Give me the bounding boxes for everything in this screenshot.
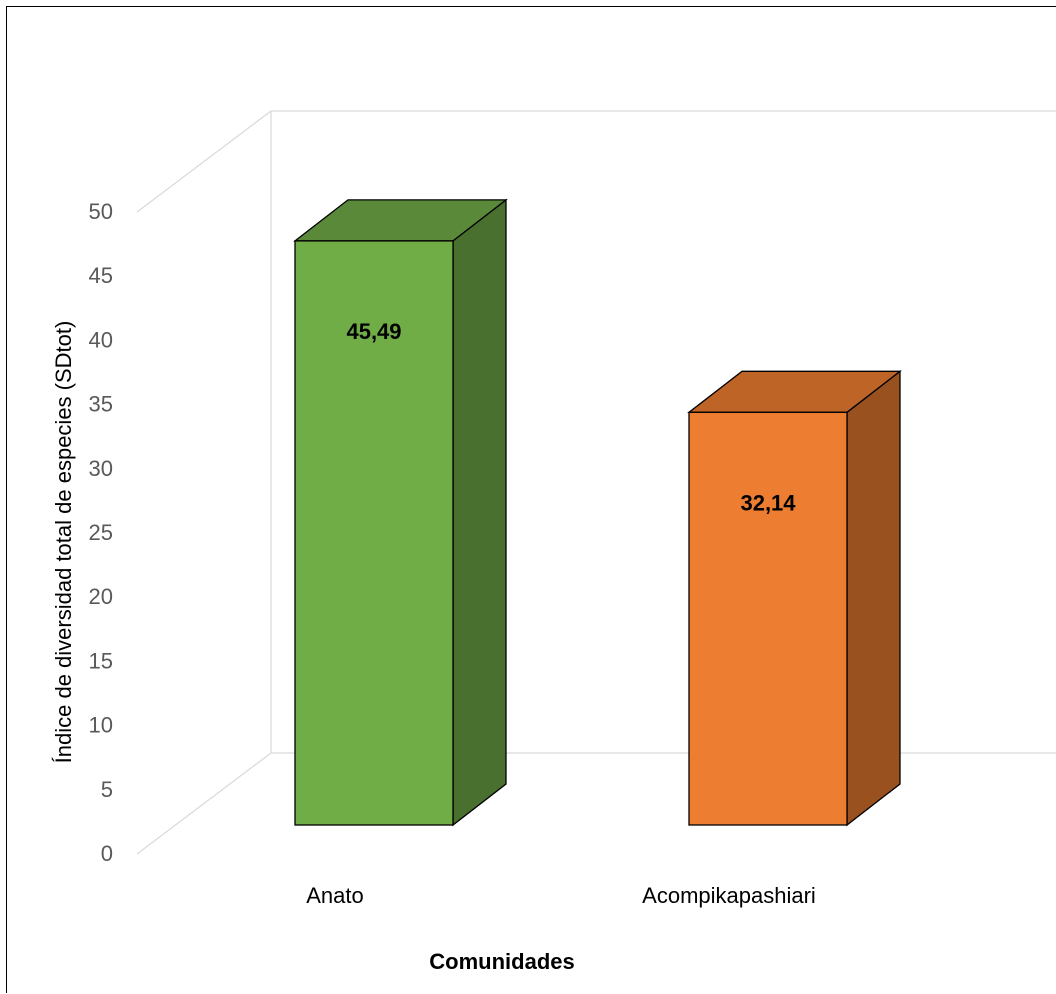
- y-tick-label: 0: [101, 841, 113, 866]
- bar-anato: 45,49: [293, 198, 508, 827]
- bar-side-face: [452, 198, 507, 827]
- bar-acompikapashiari: 32,14: [687, 369, 902, 827]
- y-tick-labels: 0 5 10 15 20 25 30 35 40 45 50: [89, 199, 113, 866]
- floor-left-edge: [136, 752, 272, 855]
- y-tick-label: 50: [89, 199, 113, 224]
- y-tick-label: 5: [101, 777, 113, 802]
- category-label: Anato: [306, 883, 364, 908]
- side-wall-top-edge: [136, 110, 272, 213]
- chart-area: 0 5 10 15 20 25 30 35 40 45 50 45,49 32,14 Anato Aco…: [6, 6, 1056, 993]
- y-tick-label: 20: [89, 584, 113, 609]
- y-tick-label: 45: [89, 263, 113, 288]
- y-tick-label: 35: [89, 392, 113, 417]
- bar-data-label: 45,49: [346, 319, 401, 344]
- y-tick-label: 10: [89, 713, 113, 738]
- x-axis-title: Comunidades: [429, 949, 574, 974]
- y-tick-label: 30: [89, 456, 113, 481]
- grid-layer: [136, 110, 1056, 855]
- category-labels: Anato Acompikapashiari: [306, 883, 816, 908]
- y-axis-title: Índice de diversidad total de especies (…: [51, 321, 76, 764]
- y-tick-label: 40: [89, 327, 113, 352]
- bar-chart-svg: 0 5 10 15 20 25 30 35 40 45 50 45,49 32,14 Anato Aco…: [51, 110, 1056, 974]
- bar-data-label: 32,14: [740, 490, 796, 515]
- category-label: Acompikapashiari: [642, 883, 816, 908]
- bar-front-face: [688, 411, 848, 826]
- bar-side-face: [846, 369, 901, 827]
- bars-layer: 45,49 32,14: [293, 198, 902, 827]
- y-tick-label: 25: [89, 520, 113, 545]
- bar-front-face: [294, 240, 454, 826]
- y-tick-label: 15: [89, 648, 113, 673]
